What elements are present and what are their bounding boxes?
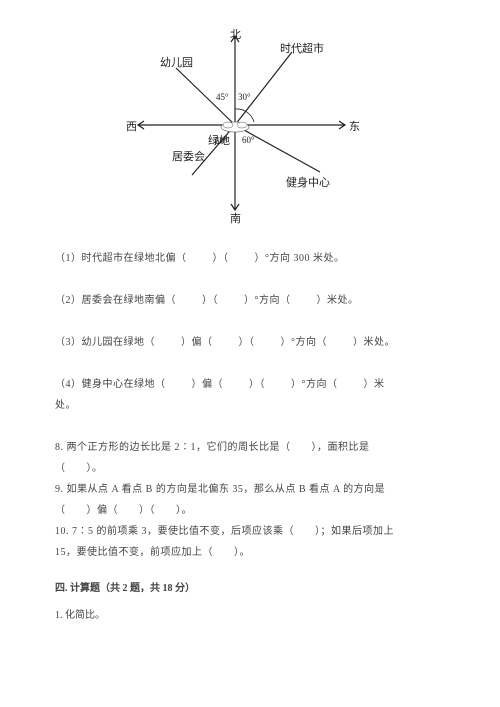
- label-kindergarten: 幼儿园: [160, 54, 193, 70]
- q3-m3: ）°方向（: [281, 337, 328, 348]
- q3-m1: ）偏（: [181, 337, 213, 348]
- question-4-line1: （4）健身中心在绿地（ ）偏（ ）（ ）°方向（ ）米: [55, 376, 445, 393]
- q1-m2: ）°方向 300 米处。: [255, 253, 345, 264]
- question-3: （3）幼儿园在绿地（ ）偏（ ）（ ）°方向（ ）米处。: [55, 334, 445, 352]
- question-10-line2: 15，要使比值不变，前项应加上（ ）。: [55, 544, 445, 561]
- question-9-line1: 9. 如果从点 A 看点 B 的方向是北偏东 35，那么从点 B 看点 A 的方…: [55, 481, 445, 498]
- angle-45: 45°: [216, 92, 229, 102]
- label-supermarket: 时代超市: [280, 40, 324, 56]
- angle-50: 50°: [215, 136, 228, 146]
- question-8-line1: 8. 两个正方形的边长比是 2∶1，它们的周长比是（ ），面积比是: [55, 439, 445, 456]
- q4-m1: ）偏（: [192, 379, 224, 390]
- label-south: 南: [230, 210, 241, 226]
- label-community: 居委会: [172, 148, 205, 164]
- q2-m3: ）米处。: [317, 295, 359, 306]
- q4-suffix: 处。: [55, 400, 76, 411]
- q2-p: （2）居委会在绿地南偏（: [55, 295, 176, 306]
- angle-60: 60°: [242, 135, 255, 145]
- q1-text: （1）时代超市在绿地北偏（: [55, 253, 187, 264]
- q3-m4: ）米处。: [353, 337, 395, 348]
- question-10-line1: 10. 7∶5 的前项乘 3，要使比值不变，后项应该乘（ ）；如果后项加上: [55, 523, 445, 540]
- label-east: 东: [349, 118, 360, 134]
- question-8-line2: （ ）。: [55, 460, 445, 477]
- question-4-line2: 处。: [55, 397, 445, 415]
- q4-m2: ）（: [249, 379, 265, 390]
- q3-p: （3）幼儿园在绿地（: [55, 337, 155, 348]
- label-west: 西: [126, 118, 137, 134]
- angle-30: 30°: [238, 92, 251, 102]
- q1-m1: ）（: [213, 253, 229, 264]
- question-2: （2）居委会在绿地南偏（ ）（ ）°方向（ ）米处。: [55, 292, 445, 310]
- q2-m2: ）°方向（: [244, 295, 291, 306]
- question-1: （1）时代超市在绿地北偏（ ）（ ）°方向 300 米处。: [55, 250, 445, 268]
- q2-m1: ）（: [202, 295, 218, 306]
- label-north: 北: [230, 26, 241, 42]
- question-9-line2: （ ）偏（ ）（ ）。: [55, 502, 445, 519]
- q3-m2: ）（: [239, 337, 255, 348]
- section-4-title: 四. 计算题（共 2 题，共 18 分）: [55, 579, 445, 594]
- q4-m4: ）米: [364, 379, 385, 390]
- direction-diagram: 北 南 西 东 幼儿园 时代超市 绿地 居委会 健身中心 45° 30° 50°…: [130, 30, 370, 220]
- q4-p: （4）健身中心在绿地（: [55, 379, 166, 390]
- q4-m3: ）°方向（: [291, 379, 338, 390]
- label-fitness: 健身中心: [286, 174, 330, 190]
- calc-q1: 1. 化简比。: [55, 606, 445, 621]
